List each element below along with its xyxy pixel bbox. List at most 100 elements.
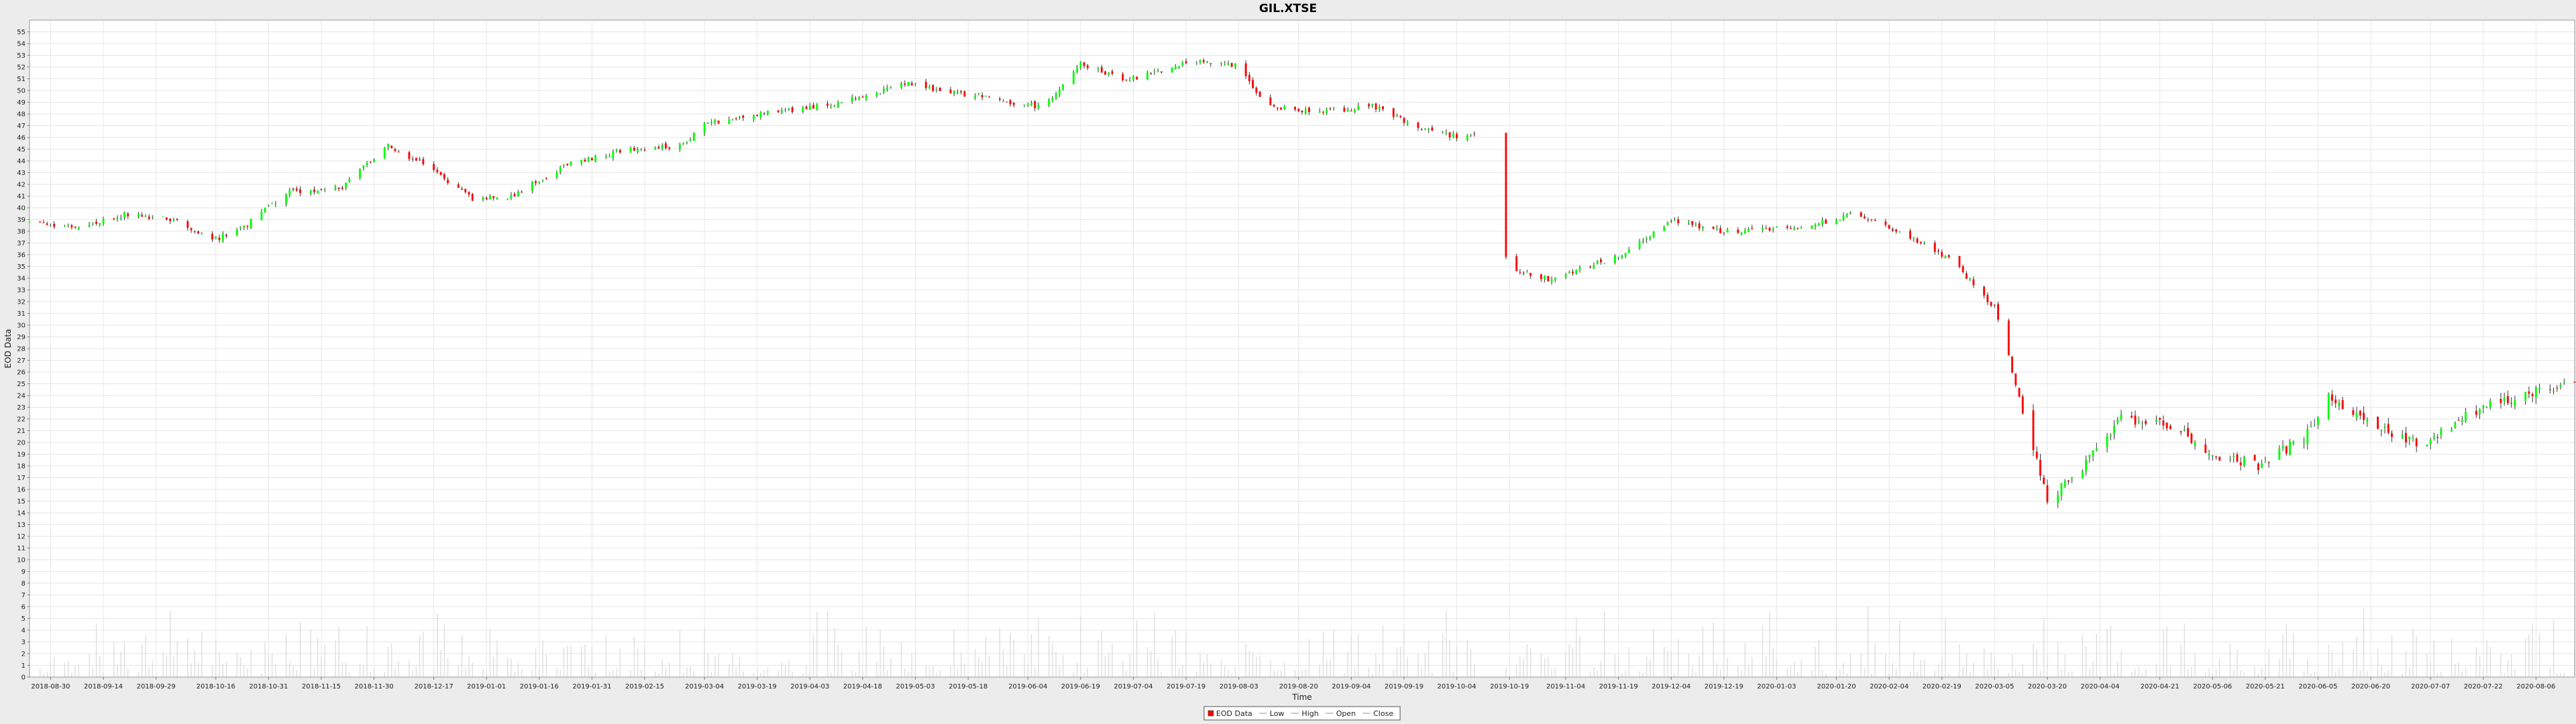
candle-body <box>714 119 716 123</box>
candle-body <box>1185 61 1187 64</box>
candle-body <box>1150 73 1152 74</box>
candle-body <box>433 164 435 170</box>
y-tick-label: 24 <box>17 393 25 400</box>
candle-body <box>2081 471 2084 479</box>
candle-body <box>974 95 977 98</box>
candle-body <box>2165 422 2168 428</box>
candle-body <box>165 217 168 220</box>
candle-body <box>2391 433 2393 437</box>
candle-body <box>791 107 794 113</box>
x-tick-label: 2020-01-20 <box>1817 683 1856 690</box>
candle-body <box>53 223 56 227</box>
y-tick-label: 7 <box>21 592 25 599</box>
candle-body <box>2204 444 2207 453</box>
candle-body <box>570 162 572 165</box>
candle-body <box>1793 228 1796 230</box>
candle-body <box>1079 62 1082 68</box>
x-tick-label: 2019-09-04 <box>1332 683 1371 690</box>
candle-body <box>2109 434 2112 437</box>
candle-body <box>1076 68 1079 72</box>
y-tick-label: 32 <box>17 299 25 306</box>
candle-body <box>1768 228 1771 231</box>
candle-body <box>604 156 607 158</box>
candle-body <box>1599 259 1602 263</box>
candle-body <box>2436 437 2439 438</box>
candle-body <box>1297 108 1300 111</box>
candle-body <box>1849 213 1851 215</box>
candle-body <box>1442 131 1444 133</box>
candle-body <box>953 91 955 95</box>
candle-body <box>703 123 706 133</box>
candle-body <box>99 223 101 225</box>
candle-body <box>679 144 681 149</box>
candle-body <box>1895 229 1898 232</box>
candle-body <box>141 215 144 217</box>
candle-body <box>1751 228 1754 229</box>
candle-body <box>1712 226 1715 229</box>
candle-body <box>2141 423 2143 424</box>
candle-body <box>2482 406 2485 408</box>
candle-body <box>643 149 646 151</box>
candle-body <box>2303 441 2305 443</box>
candle-body <box>485 198 488 200</box>
candle-body <box>728 119 731 125</box>
candle-body <box>1396 115 1398 117</box>
y-axis: 0123456789101112131415161718192021222324… <box>17 29 30 682</box>
legend-item: Close <box>1373 709 1393 718</box>
candle-body <box>1529 273 1532 276</box>
candle-body <box>295 188 298 191</box>
candle-body <box>559 166 561 172</box>
candle-body <box>313 189 315 192</box>
candle-body <box>1825 219 1827 224</box>
candle-body <box>1870 219 1873 221</box>
candle-body <box>2085 459 2088 471</box>
candle-body <box>1420 129 1423 130</box>
candle-body <box>46 223 48 225</box>
candle-body <box>422 159 425 165</box>
candle-body <box>692 132 695 141</box>
candle-body <box>963 91 966 97</box>
candle-body <box>1220 62 1222 64</box>
candle-body <box>1564 274 1567 277</box>
x-axis-label: Time <box>1291 692 1311 702</box>
legend: EOD Data Low High Open Close <box>1203 706 1401 721</box>
candle-body <box>879 93 881 94</box>
candle-body <box>2208 454 2210 456</box>
candle-body <box>2229 459 2231 461</box>
candle-body <box>1234 63 1236 67</box>
candle-body <box>1248 74 1250 81</box>
x-tick-label: 2019-07-19 <box>1167 683 1205 690</box>
y-tick-label: 28 <box>17 346 25 353</box>
candle-body <box>1051 98 1054 101</box>
candle-body <box>763 113 765 115</box>
y-tick-label: 30 <box>17 322 25 330</box>
candle-body <box>1550 280 1553 282</box>
candle-body <box>2310 426 2312 428</box>
y-tick-label: 29 <box>17 334 25 341</box>
x-tick-label: 2019-11-04 <box>1546 683 1585 690</box>
candle-body <box>190 228 193 231</box>
x-tick-label: 2019-05-18 <box>949 683 987 690</box>
candle-body <box>70 225 73 228</box>
candle-body <box>1417 122 1419 128</box>
x-tick-label: 2019-08-03 <box>1220 683 1258 690</box>
y-tick-label: 19 <box>17 451 25 459</box>
x-tick-label: 2019-02-15 <box>625 683 664 690</box>
candle-body <box>2015 373 2017 385</box>
candle-body <box>988 97 991 98</box>
candle-body <box>2092 450 2094 456</box>
candle-body <box>369 162 372 164</box>
candle-body <box>1357 105 1360 110</box>
y-tick-label: 8 <box>21 581 25 588</box>
candle-body <box>457 184 460 188</box>
y-tick-label: 5 <box>21 615 25 623</box>
candle-body <box>1519 272 1521 273</box>
candle-body <box>1174 66 1177 70</box>
candle-body <box>957 91 959 93</box>
candle-body <box>1343 107 1346 112</box>
candle-body <box>1839 219 1841 221</box>
candle-body <box>39 222 42 223</box>
y-tick-label: 11 <box>17 545 25 552</box>
candle-body <box>1354 109 1356 113</box>
candle-body <box>2457 420 2460 421</box>
